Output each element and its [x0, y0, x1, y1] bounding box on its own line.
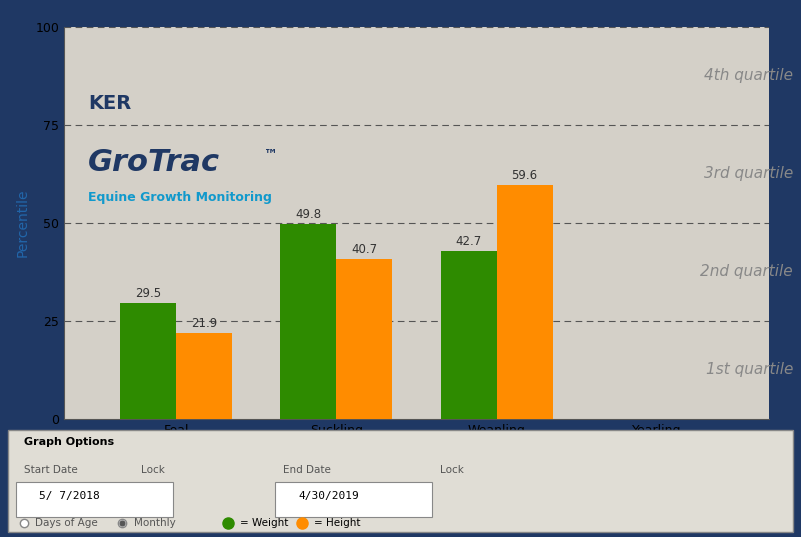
Bar — [120, 303, 176, 419]
Text: 2nd quartile: 2nd quartile — [700, 264, 793, 279]
Text: 42.7: 42.7 — [456, 235, 481, 248]
FancyBboxPatch shape — [275, 482, 432, 517]
Bar — [176, 333, 232, 419]
Text: Start Date: Start Date — [24, 465, 78, 475]
Text: 59.6: 59.6 — [512, 169, 537, 182]
Text: 1st quartile: 1st quartile — [706, 362, 793, 378]
FancyBboxPatch shape — [8, 430, 793, 532]
Text: Days of Age: Days of Age — [35, 518, 99, 528]
Text: 3rd quartile: 3rd quartile — [704, 166, 793, 182]
Text: 49.8: 49.8 — [296, 207, 321, 221]
Bar — [497, 185, 553, 419]
Text: Lock: Lock — [440, 465, 464, 475]
Text: Equine Growth Monitoring: Equine Growth Monitoring — [88, 191, 272, 204]
Bar — [280, 223, 336, 419]
Text: 29.5: 29.5 — [135, 287, 161, 300]
Text: Lock: Lock — [142, 465, 165, 475]
Text: 40.7: 40.7 — [352, 243, 377, 256]
Text: Monthly: Monthly — [134, 518, 175, 528]
Bar — [441, 251, 497, 419]
Text: 4th quartile: 4th quartile — [704, 68, 793, 83]
Text: 21.9: 21.9 — [191, 317, 217, 330]
Text: ™: ™ — [264, 147, 278, 161]
Text: = Weight: = Weight — [239, 518, 288, 528]
Text: 5/ 7/2018: 5/ 7/2018 — [39, 491, 100, 501]
Text: End Date: End Date — [283, 465, 331, 475]
FancyBboxPatch shape — [16, 482, 173, 517]
Text: 4/30/2019: 4/30/2019 — [299, 491, 359, 501]
Text: KER: KER — [88, 94, 131, 113]
Text: GroTrac: GroTrac — [88, 148, 220, 177]
Bar — [336, 259, 392, 419]
Y-axis label: Percentile: Percentile — [16, 188, 30, 257]
Text: = Height: = Height — [314, 518, 360, 528]
Text: Graph Options: Graph Options — [24, 437, 114, 447]
